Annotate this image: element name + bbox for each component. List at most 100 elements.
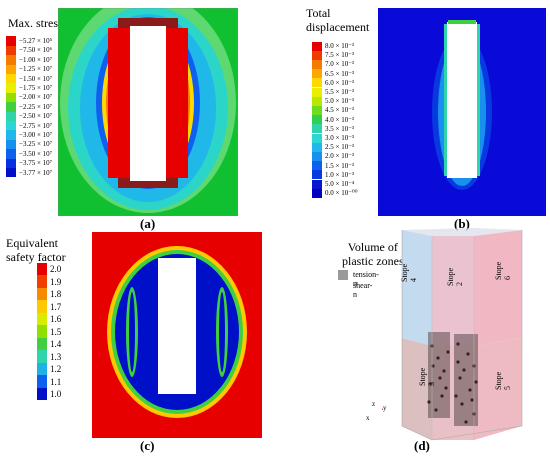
legend-label: 1.1	[50, 376, 62, 387]
legend-label: 5.0 × 10⁻³	[325, 97, 354, 106]
legend-label: 1.6	[50, 314, 62, 325]
legend-label: 7.5 × 10⁻³	[325, 51, 354, 60]
legend-label: −1.25 × 10⁷	[19, 65, 53, 74]
legend-label: 2.5 × 10⁻³	[325, 143, 354, 152]
legend-swatch	[312, 151, 322, 162]
legend-label: −3.77 × 10⁷	[19, 168, 53, 177]
stress-legend-title: Max. stress	[8, 16, 63, 30]
legend-label: −1.00 × 10⁷	[19, 55, 53, 64]
legend-row: −1.00 × 10⁷	[6, 55, 53, 65]
caption-d: (d)	[414, 438, 430, 453]
legend-label: 6.5 × 10⁻³	[325, 69, 354, 78]
legend-swatch	[6, 139, 16, 150]
legend-row: 1.8	[37, 287, 62, 301]
legend-row: 3.0 × 10⁻³	[312, 133, 354, 143]
legend-label: 1.0 × 10⁻³	[325, 170, 354, 179]
plastic-zone-legend-title: Volume of plastic zones	[342, 240, 404, 268]
legend-label: 1.3	[50, 351, 62, 362]
legend-label: 1.0	[50, 389, 62, 400]
legend-row: −1.75 × 10⁷	[6, 83, 52, 93]
legend-swatch	[37, 375, 47, 388]
legend-row: 3.5 × 10⁻³	[312, 124, 354, 134]
legend-label: 1.5 × 10⁻³	[325, 161, 354, 170]
stope-3d-model	[382, 228, 523, 441]
legend-row: −1.50 × 10⁷	[6, 74, 52, 84]
legend-swatch	[6, 168, 16, 178]
legend-swatch	[37, 275, 47, 288]
safety-factor-map	[92, 232, 262, 438]
caption-b: (b)	[454, 216, 470, 231]
legend-label: 4.5 × 10⁻³	[325, 106, 354, 115]
tension-swatch	[338, 270, 348, 280]
legend-swatch	[312, 105, 322, 116]
legend-swatch	[6, 55, 16, 65]
legend-swatch	[312, 188, 322, 198]
legend-swatch	[312, 124, 322, 134]
legend-row: −2.00 × 10⁷	[6, 92, 53, 103]
legend-swatch	[6, 121, 16, 131]
legend-row: 6.0 × 10⁻³	[312, 78, 354, 88]
legend-swatch	[312, 78, 322, 88]
legend-label: −3.00 × 10⁷	[19, 131, 53, 140]
stope-2-label: Stope 2	[446, 267, 464, 286]
legend-swatch	[37, 337, 47, 351]
legend-label: 1.8	[50, 289, 62, 300]
legend-row: −7.50 × 10⁶	[6, 45, 52, 56]
legend-label: −3.25 × 10⁷	[19, 140, 53, 149]
legend-row: 1.5	[37, 325, 62, 338]
axis-y-label: y	[383, 404, 387, 412]
caption-c: (c)	[140, 438, 155, 453]
legend-row: −3.77 × 10⁷	[6, 168, 53, 178]
legend-label: 1.2	[50, 364, 62, 375]
legend-row: 1.7	[37, 300, 61, 313]
legend-row: 2.5 × 10⁻³	[312, 142, 354, 152]
legend-row: 7.5 × 10⁻³	[312, 50, 354, 60]
legend-label: 3.5 × 10⁻³	[325, 124, 354, 133]
legend-swatch	[312, 161, 322, 171]
legend-label: −5.27 × 10⁵	[19, 37, 53, 46]
legend-row: 2.0 × 10⁻³	[312, 151, 354, 162]
legend-label: −2.00 × 10⁷	[19, 93, 53, 102]
legend-row: 1.1	[37, 375, 62, 388]
legend-swatch	[6, 158, 16, 168]
legend-row: 1.2	[37, 362, 62, 376]
displacement-contour-map	[378, 8, 546, 216]
stope-3-label: Stope 3	[418, 367, 436, 386]
legend-swatch	[6, 45, 16, 56]
legend-row: 1.0 × 10⁻³	[312, 170, 354, 180]
legend-row: −3.00 × 10⁷	[6, 130, 53, 140]
legend-label: 2.0 × 10⁻³	[325, 152, 354, 161]
legend-label: −3.50 × 10⁷	[19, 149, 53, 158]
legend-row: 5.0 × 10⁻³	[312, 96, 354, 106]
legend-row: 6.5 × 10⁻³	[312, 69, 354, 79]
legend-row: 1.0	[37, 387, 62, 401]
legend-row: 8.0 × 10⁻³	[312, 41, 354, 51]
legend-swatch	[37, 362, 47, 376]
legend-row: 2.0	[37, 262, 61, 276]
axis-x-label: x	[366, 414, 370, 422]
legend-label: 7.0 × 10⁻³	[325, 60, 354, 69]
legend-swatch	[6, 149, 16, 159]
legend-swatch	[37, 350, 47, 363]
legend-row: −5.27 × 10⁵	[6, 36, 53, 46]
legend-swatch	[37, 300, 47, 313]
legend-label: 8.0 × 10⁻³	[325, 42, 354, 51]
legend-label: 5.0 × 10⁻⁴	[325, 180, 355, 189]
legend-label: 3.0 × 10⁻³	[325, 134, 354, 143]
legend-label: 1.5	[50, 326, 62, 337]
legend-swatch	[6, 92, 16, 103]
legend-row: 5.0 × 10⁻⁴	[312, 179, 355, 189]
axis-z-label: z	[372, 400, 376, 408]
legend-swatch	[312, 179, 322, 189]
legend-label: −2.50 × 10⁷	[19, 112, 53, 121]
legend-swatch	[312, 87, 322, 97]
legend-row: −2.75 × 10⁷	[6, 121, 52, 131]
caption-a: (a)	[140, 216, 156, 231]
legend-label: 1.9	[50, 276, 62, 287]
legend-row: −2.50 × 10⁷	[6, 111, 53, 121]
legend-row: −1.25 × 10⁷	[6, 64, 53, 74]
legend-row: −3.50 × 10⁷	[6, 149, 53, 159]
stope-5-label: Stope 5	[494, 371, 512, 390]
displacement-legend-title: Total displacement	[306, 6, 370, 34]
legend-row: 1.9	[37, 275, 62, 288]
